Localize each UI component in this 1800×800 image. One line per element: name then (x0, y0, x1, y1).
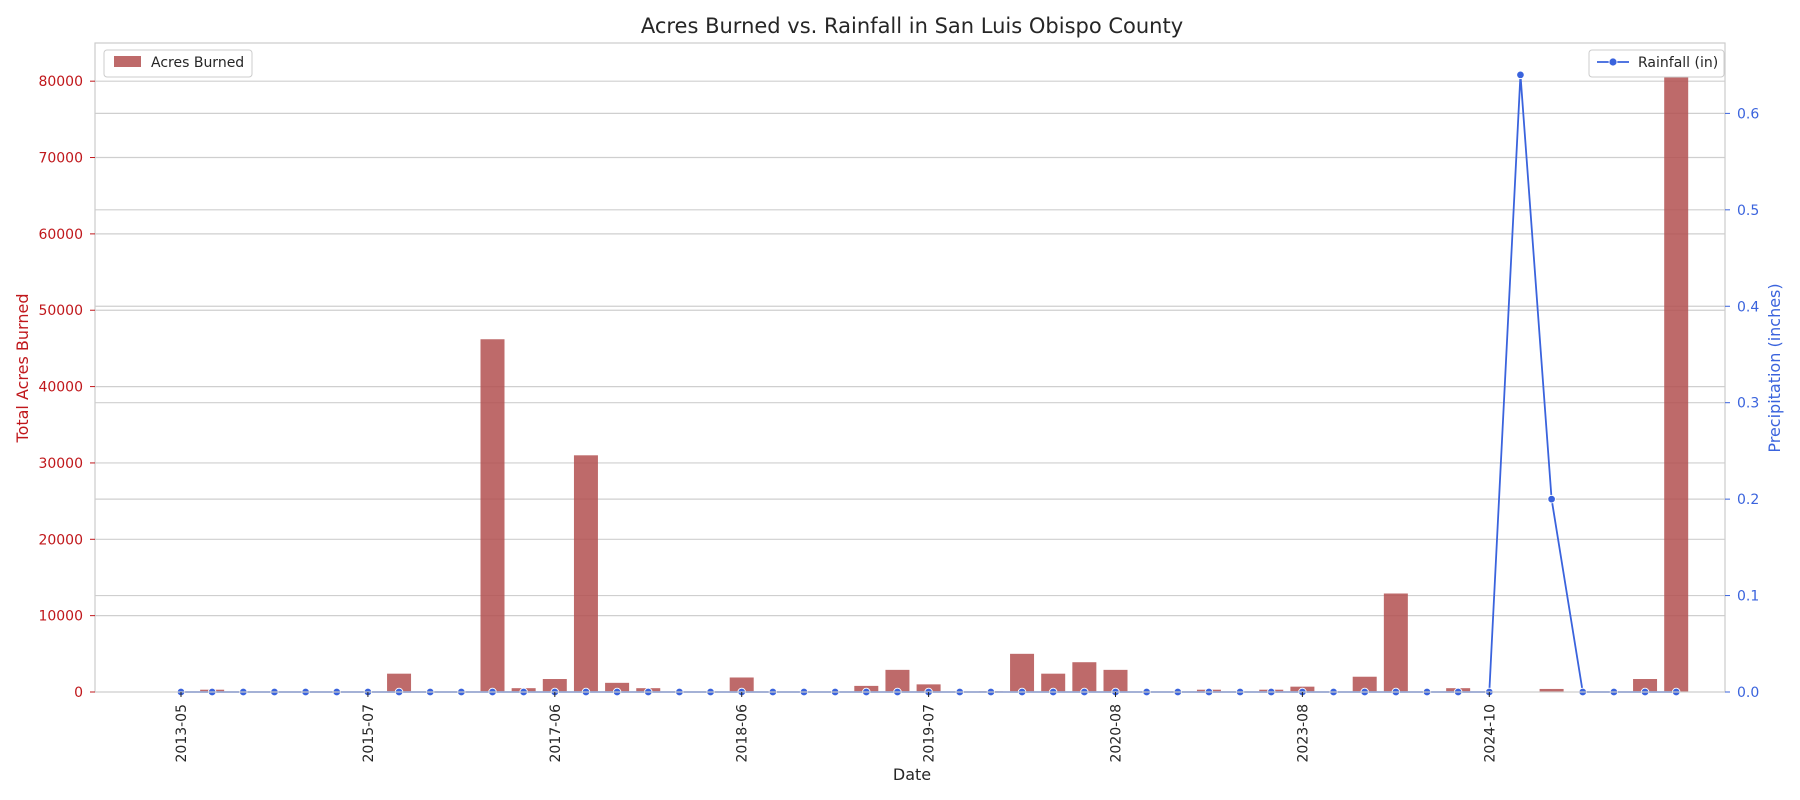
bar (1103, 669, 1128, 692)
left-tick-label: 10000 (38, 609, 83, 625)
left-tick-label: 30000 (38, 456, 83, 472)
x-tick-label: 2020-08 (1109, 704, 1125, 763)
right-tick-label: 0.4 (1737, 299, 1759, 315)
x-axis-label: Date (893, 765, 931, 784)
bar (1352, 676, 1377, 692)
bar (885, 669, 910, 692)
left-tick-label: 40000 (38, 380, 83, 396)
chart-title: Acres Burned vs. Rainfall in San Luis Ob… (641, 14, 1183, 38)
bars-group (200, 77, 1689, 692)
x-tick-label: 2019-07 (922, 704, 938, 763)
bar (480, 339, 505, 692)
rainfall-line-group (176, 70, 1681, 697)
bar (1010, 653, 1035, 692)
x-tick-label: 2017-06 (548, 704, 564, 763)
bar (1383, 593, 1408, 692)
x-tick-label: 2013-05 (174, 704, 190, 763)
left-axis: 0 10000 20000 30000 40000 50000 60000 70000 8000… (38, 74, 95, 701)
bar (1539, 688, 1564, 692)
right-axis-label: Precipitation (inches) (1765, 283, 1784, 452)
bar (729, 677, 754, 692)
rainfall-point (1516, 70, 1525, 80)
x-axis: 2013-05 2015-07 2017-06 2018-06 2019-07 2020-… (174, 692, 1498, 763)
bar (1072, 662, 1097, 692)
bar (1633, 679, 1658, 692)
right-tick-label: 0.1 (1737, 589, 1759, 605)
bar (1041, 673, 1066, 692)
bar (542, 679, 567, 692)
left-axis-label: Total Acres Burned (13, 294, 32, 444)
rainfall-point (1547, 494, 1556, 504)
legend-bar-swatch (114, 56, 141, 67)
bar (573, 455, 598, 692)
grid (95, 80, 1725, 617)
rainfall-line (181, 74, 1677, 693)
legend-line-marker (1608, 57, 1618, 67)
x-tick-label: 2015-07 (361, 704, 377, 763)
legend-left: Acres Burned (103, 49, 253, 78)
x-tick-label: 2018-06 (735, 704, 751, 763)
x-tick-label: 2024-10 (1482, 704, 1498, 763)
right-tick-label: 0.6 (1737, 106, 1759, 122)
bar (387, 673, 412, 692)
bar (605, 682, 630, 692)
right-tick-label: 0.5 (1737, 203, 1759, 219)
left-tick-label: 60000 (38, 227, 83, 243)
left-tick-label: 0 (74, 685, 83, 701)
legend-right: Rainfall (in) (1588, 49, 1725, 78)
legend-left-label: Acres Burned (151, 55, 244, 71)
right-tick-label: 0.2 (1737, 492, 1759, 508)
left-tick-label: 20000 (38, 532, 83, 548)
right-tick-label: 0.3 (1737, 396, 1759, 412)
bar (1664, 77, 1689, 692)
x-tick-label: 2023-08 (1295, 704, 1311, 763)
right-tick-label: 0.0 (1737, 685, 1759, 701)
legend-right-label: Rainfall (in) (1638, 55, 1718, 71)
left-tick-label: 80000 (38, 74, 83, 90)
left-tick-label: 70000 (38, 151, 83, 167)
right-axis: 0.0 0.1 0.2 0.3 0.4 0.5 0.6 (1725, 106, 1759, 701)
plot-frame (94, 42, 1726, 693)
left-tick-label: 50000 (38, 303, 83, 319)
legend-right-box (1588, 49, 1725, 78)
